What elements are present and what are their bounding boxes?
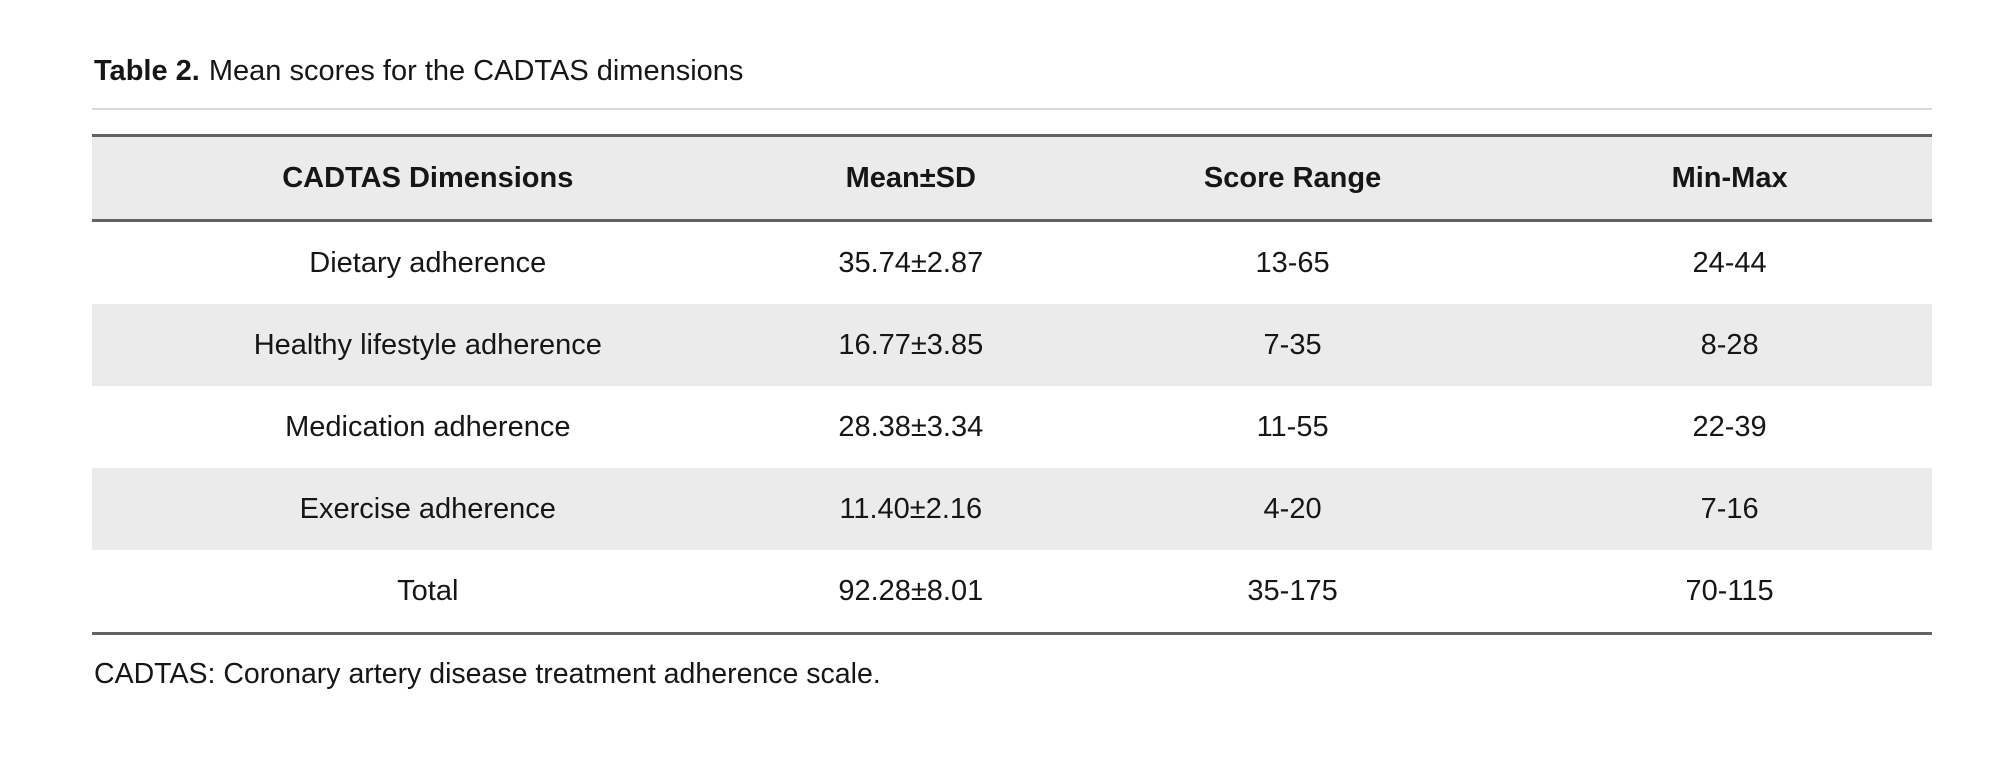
table-cell: 7-35 <box>1263 328 1322 361</box>
table-row: Medication adherence 28.38±3.34 11-55 22-39 <box>92 386 1932 468</box>
table-cell: 92.28±8.01 <box>838 574 984 607</box>
column-header: Score Range <box>1203 161 1382 194</box>
table-cell: 24-44 <box>1692 246 1767 279</box>
table-cell: 13-65 <box>1255 246 1330 279</box>
table-footnote: CADTAS: Coronary artery disease treatmen… <box>94 658 881 690</box>
table-cell: 11.40±2.16 <box>839 492 983 525</box>
table-cell: Medication adherence <box>285 410 571 443</box>
page: Table 2. Mean scores for the CADTAS dimen… <box>92 0 1932 693</box>
table-cell: 8-28 <box>1700 328 1759 361</box>
table-body: Dietary adherence 35.74±2.87 13-65 24-44 Hea… <box>92 221 1932 634</box>
table-cell: 7-16 <box>1700 492 1759 525</box>
table-row: Total 92.28±8.01 35-175 70-115 <box>92 550 1932 634</box>
column-header: Min-Max <box>1671 161 1788 194</box>
table-cell: Exercise adherence <box>299 492 556 525</box>
table-cell: Healthy lifestyle adherence <box>253 328 602 361</box>
table-caption: Table 2. Mean scores for the CADTAS dimen… <box>94 50 1932 92</box>
table-cell: 35.74±2.87 <box>838 246 984 279</box>
table-caption-text: Mean scores for the CADTAS dimensions <box>208 55 744 87</box>
table-cell: 70-115 <box>1685 574 1774 607</box>
table-header-row: CADTAS Dimensions Mean±SD Score Range Min-M… <box>92 135 1932 221</box>
column-header: Mean±SD <box>845 161 976 194</box>
table-cell: 16.77±3.85 <box>838 328 984 361</box>
table-header: CADTAS Dimensions Mean±SD Score Range Min-M… <box>92 135 1932 221</box>
table-cell: Dietary adherence <box>309 246 547 279</box>
table-row: Exercise adherence 11.40±2.16 4-20 7-16 <box>92 468 1932 550</box>
table-caption-label: Table 2. <box>94 55 200 87</box>
table-cell: 35-175 <box>1247 574 1338 607</box>
top-rule <box>92 108 1932 110</box>
table-row: Dietary adherence 35.74±2.87 13-65 24-44 <box>92 221 1932 305</box>
table-cell: Total <box>397 574 459 607</box>
column-header: CADTAS Dimensions <box>282 161 574 194</box>
table-cell: 11-55 <box>1256 410 1329 443</box>
table-row: Healthy lifestyle adherence 16.77±3.85 7-3… <box>92 304 1932 386</box>
cadtas-scores-table: CADTAS Dimensions Mean±SD Score Range Min-M… <box>92 134 1932 635</box>
table-cell: 28.38±3.34 <box>838 410 984 443</box>
table-cell: 4-20 <box>1263 492 1322 525</box>
table-cell: 22-39 <box>1692 410 1767 443</box>
